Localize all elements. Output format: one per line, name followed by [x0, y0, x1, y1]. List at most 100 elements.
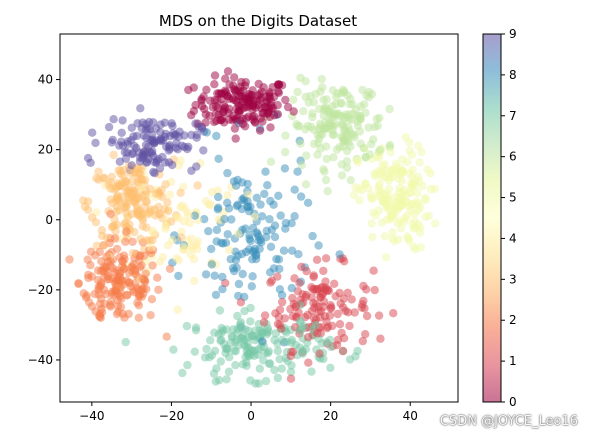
scatter-point [218, 272, 227, 282]
scatter-point [279, 246, 289, 255]
scatter-point [384, 176, 393, 185]
scatter-point [133, 164, 142, 173]
scatter-point [277, 364, 286, 373]
scatter-point [246, 303, 255, 313]
scatter-point [197, 101, 207, 111]
colorbar [483, 34, 501, 402]
scatter-point [153, 273, 162, 282]
scatter-point [177, 233, 186, 242]
scatter-point [304, 358, 313, 367]
scatter-point [111, 183, 121, 193]
scatter-point [201, 110, 210, 119]
scatter-point [127, 123, 136, 132]
scatter-point [147, 243, 156, 252]
y-tick-label: −40 [28, 353, 53, 367]
scatter-point [266, 123, 275, 132]
scatter-point [333, 309, 342, 319]
scatter-point [133, 178, 143, 187]
colorbar-tick-label: 4 [509, 231, 517, 245]
scatter-point [418, 181, 427, 191]
scatter-point [347, 295, 356, 304]
scatter-point [322, 154, 331, 164]
plot-frame [59, 33, 459, 403]
scatter-point [114, 166, 123, 175]
scatter-point [424, 211, 433, 221]
colorbar-frame [482, 33, 502, 403]
scatter-point [385, 140, 395, 150]
scatter-point [339, 294, 349, 303]
scatter-point [100, 173, 109, 183]
scatter-point [275, 285, 285, 294]
scatter-point [204, 227, 213, 236]
scatter-point [375, 180, 384, 189]
scatter-point [309, 271, 318, 280]
scatter-point [345, 321, 354, 331]
scatter-point [180, 245, 189, 254]
scatter-point [344, 308, 353, 317]
scatter-point [359, 296, 368, 306]
scatter-point [219, 107, 228, 117]
scatter-point [201, 196, 210, 206]
scatter-point [392, 163, 401, 173]
scatter-point [176, 188, 185, 197]
scatter-point [150, 169, 159, 178]
scatter-point [316, 292, 325, 302]
scatter-point [368, 194, 377, 203]
scatter-point [169, 345, 178, 354]
scatter-point [139, 148, 148, 157]
scatter-point [228, 333, 237, 342]
scatter-point [362, 285, 371, 294]
scatter-point [248, 91, 257, 100]
scatter-point [330, 279, 339, 288]
scatter-point [199, 92, 208, 101]
scatter-point [314, 241, 323, 250]
scatter-point [148, 261, 157, 270]
colorbar-tick-label: 3 [509, 272, 517, 286]
scatter-point [230, 85, 239, 94]
scatter-point [86, 247, 96, 256]
scatter-point [269, 264, 279, 273]
scatter-point [290, 185, 299, 194]
scatter-point [208, 103, 218, 112]
scatter-point [125, 220, 134, 229]
scatter-point [331, 292, 340, 301]
scatter-point [274, 255, 284, 264]
scatter-point [261, 167, 270, 176]
scatter-point [135, 212, 145, 221]
scatter-point [291, 301, 301, 310]
scatter-point [118, 276, 127, 286]
scatter-point [247, 282, 256, 291]
scatter-point [415, 158, 424, 167]
scatter-point [259, 356, 268, 365]
scatter-point [210, 271, 219, 280]
scatter-point [128, 237, 137, 246]
scatter-point [323, 187, 332, 196]
scatter-point [294, 250, 303, 259]
scatter-point [202, 85, 211, 95]
scatter-point [142, 236, 151, 245]
x-tick-label: 20 [323, 409, 338, 423]
scatter-point [241, 102, 250, 112]
scatter-point [94, 167, 103, 176]
scatter-point [165, 264, 175, 273]
scatter-point [308, 284, 318, 294]
scatter-point [158, 252, 168, 262]
scatter-point [79, 196, 88, 205]
scatter-point [309, 125, 319, 135]
scatter-point [258, 337, 267, 346]
scatter-point [356, 114, 365, 124]
scatter-point [259, 109, 268, 118]
scatter-point [236, 82, 245, 92]
scatter-point [339, 122, 348, 131]
scatter-point [122, 227, 131, 236]
scatter-point [252, 193, 261, 202]
scatter-point [385, 104, 394, 114]
scatter-point [335, 143, 344, 152]
scatter-point [281, 147, 290, 157]
scatter-point [213, 96, 222, 105]
scatter-point [130, 141, 139, 151]
scatter-point [142, 223, 151, 232]
scatter-point [147, 295, 157, 304]
scatter-point [87, 302, 97, 311]
